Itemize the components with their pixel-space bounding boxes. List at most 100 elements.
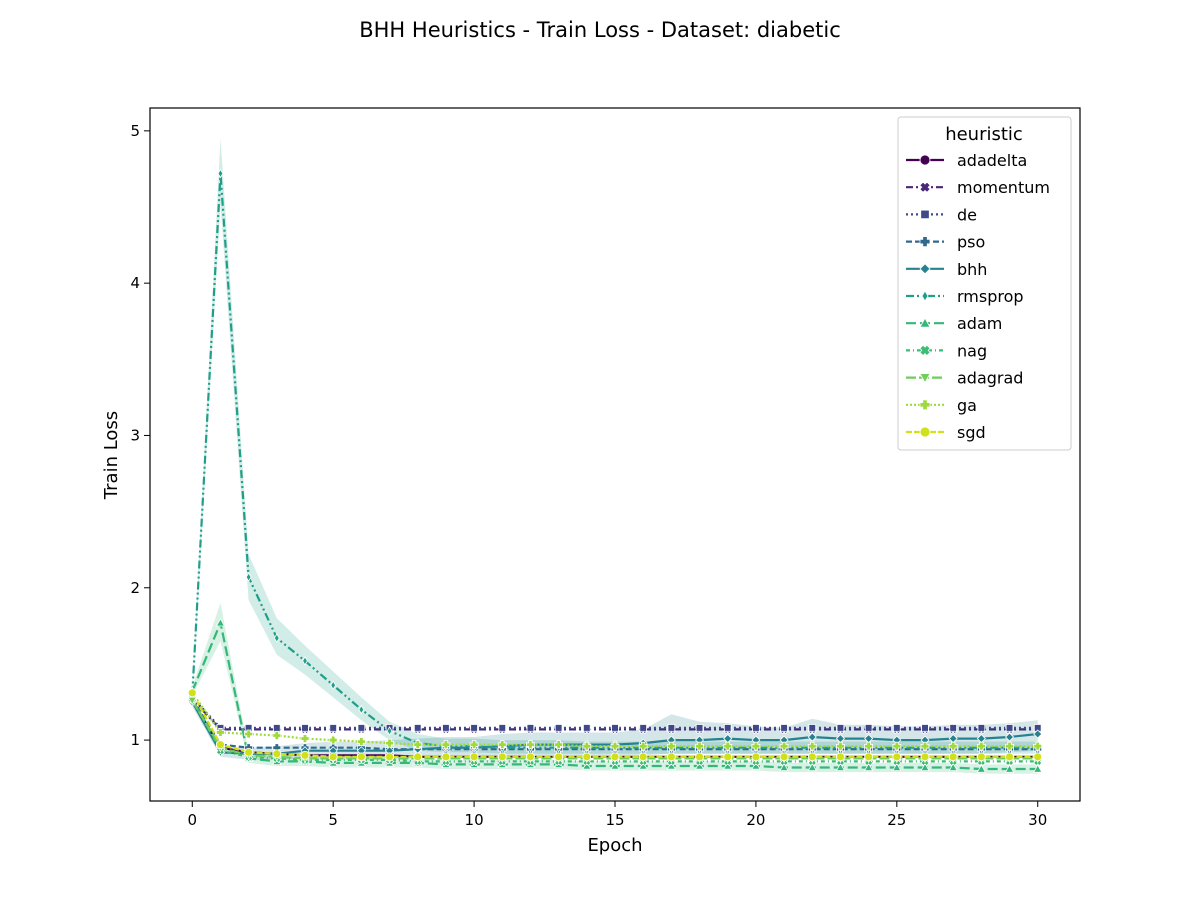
point-ga: [356, 737, 366, 746]
series-line-de: [191, 696, 1038, 730]
point-ga: [638, 741, 648, 751]
point-sgd: [666, 752, 676, 762]
point-ga: [413, 740, 423, 750]
point-adam: [892, 762, 902, 772]
point-ga: [1033, 741, 1043, 751]
point-adam: [1004, 764, 1015, 773]
point-de: [893, 724, 901, 732]
point-ga: [807, 741, 817, 751]
point-bhh: [1033, 729, 1043, 739]
point-ga: [779, 741, 789, 751]
point-de: [667, 724, 676, 732]
point-adam: [863, 762, 874, 772]
point-ga: [441, 740, 451, 750]
point-sgd: [356, 752, 366, 762]
point-ga: [695, 741, 704, 751]
point-de: [273, 724, 281, 732]
point-sgd: [328, 752, 338, 762]
point-ga: [216, 728, 225, 737]
point-ga: [582, 741, 592, 751]
point-sgd: [836, 752, 845, 762]
point-bhh: [1004, 732, 1015, 742]
point-de: [695, 724, 704, 732]
legend-title: heuristic: [945, 124, 1023, 145]
legend: heuristic adadelta momentum de pso bhh rmspro…: [897, 116, 1072, 451]
y-tick-label: 1: [130, 731, 140, 749]
legend-marker-de: [920, 209, 930, 220]
point-sgd: [751, 752, 761, 762]
point-adam: [976, 764, 987, 773]
point-ga: [920, 741, 930, 751]
point-rmsprop: [245, 572, 252, 582]
point-sgd: [610, 752, 620, 762]
x-tick-label: 30: [1028, 811, 1047, 829]
point-adam: [835, 762, 846, 772]
point-sgd: [497, 752, 507, 762]
point-adagrad: [187, 696, 197, 706]
legend-label-de: de: [957, 205, 977, 224]
point-de: [583, 724, 591, 732]
point-sgd: [1033, 752, 1043, 762]
legend-marker-ga: [919, 399, 931, 411]
point-adam: [215, 617, 226, 627]
point-sgd: [807, 752, 817, 762]
legend-items: adadelta momentum de pso bhh rmsprop adam nag ad…: [906, 151, 1050, 442]
point-ga: [723, 741, 733, 751]
legend-label-nag: nag: [957, 341, 987, 360]
point-sgd: [244, 747, 254, 757]
legend-label-adam: adam: [957, 314, 1002, 333]
point-de: [357, 724, 366, 732]
point-ga: [948, 741, 958, 751]
point-ga: [976, 741, 986, 751]
point-de: [752, 724, 760, 732]
x-axis-ticks: 0 5 10 15 20 25 30: [187, 801, 1047, 829]
point-de: [498, 724, 507, 732]
x-axis-label: Epoch: [587, 835, 642, 856]
point-rmsprop: [273, 633, 280, 643]
legend-marker-bhh: [919, 263, 931, 275]
y-axis-ticks: 1 2 3 4 5: [130, 122, 150, 749]
point-ga: [666, 741, 676, 751]
point-de: [470, 724, 478, 732]
point-adam: [807, 762, 817, 772]
point-sgd: [526, 752, 535, 762]
point-de: [836, 724, 845, 732]
point-de: [921, 724, 929, 732]
chart-title: BHH Heuristics - Train Loss - Dataset: d…: [359, 18, 841, 42]
point-adam: [779, 762, 789, 772]
point-sgd: [216, 740, 225, 750]
legend-label-adadelta: adadelta: [957, 151, 1027, 170]
point-sgd: [723, 752, 733, 762]
legend-label-bhh: bhh: [957, 260, 987, 279]
legend-label-adagrad: adagrad: [957, 369, 1023, 388]
point-sgd: [385, 752, 394, 762]
y-tick-label: 5: [130, 122, 140, 140]
point-de: [723, 724, 732, 732]
point-de: [413, 724, 422, 732]
point-de: [864, 724, 873, 732]
point-de: [1005, 724, 1014, 732]
legend-label-ga: ga: [957, 396, 977, 415]
point-adam: [948, 762, 958, 772]
point-rmsprop: [386, 726, 393, 736]
legend-marker-pso: [919, 236, 931, 248]
x-tick-label: 0: [187, 811, 197, 829]
point-de: [780, 724, 788, 732]
point-ga: [300, 734, 310, 743]
legend-marker-nag: [919, 344, 931, 357]
point-sgd: [300, 750, 310, 760]
point-sgd: [1005, 752, 1014, 762]
point-de: [949, 724, 957, 732]
point-rmsprop: [302, 656, 308, 666]
legend-marker-adam: [919, 317, 931, 328]
legend-marker-rmsprop: [921, 290, 929, 302]
point-ga: [272, 731, 282, 740]
point-sgd: [976, 752, 986, 762]
x-tick-label: 15: [605, 811, 624, 829]
point-de: [554, 724, 563, 732]
point-de: [977, 724, 986, 732]
point-sgd: [272, 749, 282, 759]
point-ga: [526, 740, 535, 750]
point-rmsprop: [217, 168, 224, 179]
point-ga: [554, 740, 564, 750]
